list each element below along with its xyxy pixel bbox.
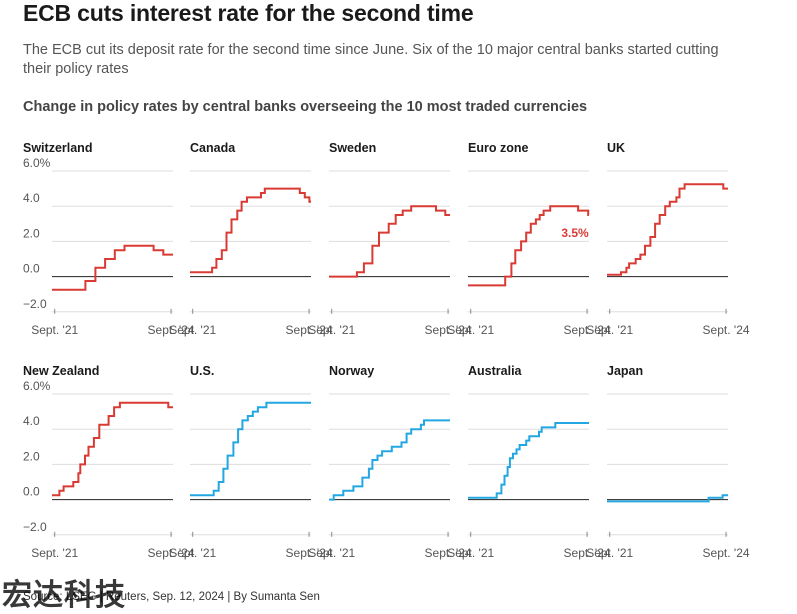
- x-tick-label: Sept. '24: [564, 546, 611, 560]
- series-line: [190, 187, 311, 274]
- series-line: [607, 494, 728, 503]
- x-tick-label: Sept. '24: [703, 323, 750, 337]
- chart-title: Change in policy rates by central banks …: [23, 99, 588, 115]
- y-tick-label: 6.0%: [23, 156, 51, 170]
- x-tick-label: Sept. '21: [308, 323, 355, 337]
- series-line: [190, 401, 311, 497]
- series-line: [52, 244, 173, 291]
- y-tick-label: 6.0%: [23, 379, 51, 393]
- x-tick-label: Sept. '21: [169, 546, 216, 560]
- panel-norway: Norway Sept. '21 Sept. '24: [308, 364, 472, 560]
- y-tick-label: −2.0: [23, 520, 47, 534]
- panel-title: Canada: [190, 141, 236, 155]
- x-tick-label: Sept. '21: [31, 323, 78, 337]
- page-title: ECB cuts interest rate for the second ti…: [23, 0, 474, 26]
- panel-title: Sweden: [329, 141, 376, 155]
- y-tick-label: 4.0: [23, 414, 40, 428]
- x-tick-label: Sept. '24: [286, 546, 333, 560]
- x-tick-label: Sept. '21: [447, 323, 494, 337]
- x-tick-label: Sept. '24: [425, 546, 472, 560]
- end-value-label: 3.5%: [561, 226, 589, 240]
- series-line: [52, 401, 173, 497]
- x-tick-label: Sept. '21: [308, 546, 355, 560]
- watermark-logo: 宏达科技: [2, 578, 126, 613]
- x-tick-label: Sept. '21: [447, 546, 494, 560]
- y-tick-label: −2.0: [23, 297, 47, 311]
- x-tick-label: Sept. '21: [169, 323, 216, 337]
- y-tick-label: 2.0: [23, 449, 40, 463]
- series-line: [607, 183, 728, 276]
- x-tick-label: Sept. '21: [586, 323, 633, 337]
- panel-u-s-: U.S. Sept. '21 Sept. '24: [169, 364, 333, 560]
- x-tick-label: Sept. '24: [148, 546, 195, 560]
- series-line: [329, 419, 450, 501]
- panel-title: Norway: [329, 364, 374, 378]
- panel-euro-zone: Euro zone Sept. '21 Sept. '24 3.5%: [447, 141, 611, 337]
- x-tick-label: Sept. '24: [148, 323, 195, 337]
- panel-title: New Zealand: [23, 364, 99, 378]
- panel-australia: Australia Sept. '21 Sept. '24: [447, 364, 611, 560]
- y-tick-label: 2.0: [23, 226, 40, 240]
- series-line: [468, 422, 589, 499]
- series-line: [468, 205, 590, 287]
- panel-title: U.S.: [190, 364, 214, 378]
- x-tick-label: Sept. '24: [286, 323, 333, 337]
- y-tick-label: 0.0: [23, 485, 40, 499]
- x-tick-label: Sept. '24: [564, 323, 611, 337]
- panel-title: UK: [607, 141, 625, 155]
- x-tick-label: Sept. '24: [703, 546, 750, 560]
- x-tick-label: Sept. '24: [425, 323, 472, 337]
- panel-japan: Japan Sept. '21 Sept. '24: [586, 364, 750, 560]
- series-line: [329, 205, 450, 278]
- source-note: Source: LSEG | Reuters, Sep. 12, 2024 | …: [23, 591, 320, 603]
- panel-canada: Canada Sept. '21 Sept. '24: [169, 141, 333, 337]
- panel-title: Switzerland: [23, 141, 92, 155]
- panel-title: Japan: [607, 364, 643, 378]
- panel-title: Australia: [468, 364, 523, 378]
- panel-uk: UK Sept. '21 Sept. '24: [586, 141, 750, 337]
- page-subtitle: The ECB cut its deposit rate for the sec…: [23, 42, 719, 77]
- panel-title: Euro zone: [468, 141, 528, 155]
- x-tick-label: Sept. '21: [586, 546, 633, 560]
- y-tick-label: 4.0: [23, 191, 40, 205]
- panel-sweden: Sweden Sept. '21 Sept. '24: [308, 141, 472, 337]
- x-tick-label: Sept. '21: [31, 546, 78, 560]
- y-tick-label: 0.0: [23, 262, 40, 276]
